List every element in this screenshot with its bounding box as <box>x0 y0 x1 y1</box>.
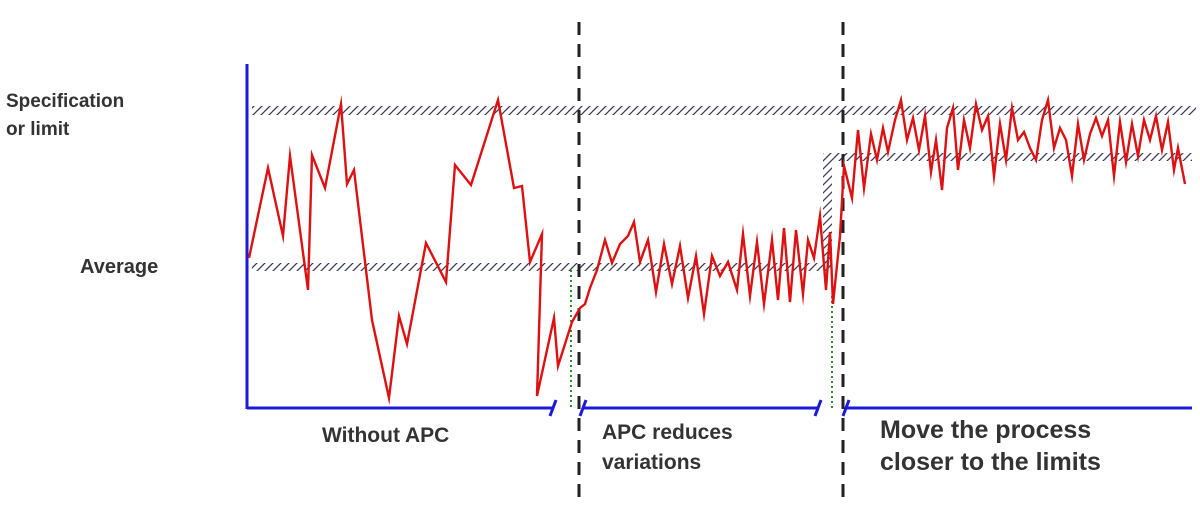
stage-label-line2: variations <box>602 451 702 474</box>
stage-label-line1: APC reduces <box>602 421 733 444</box>
process-signal-line <box>247 94 1187 406</box>
spec-limit-band <box>252 106 1196 115</box>
average-label: Average <box>80 256 159 278</box>
shifted-average-band <box>832 153 1192 161</box>
axis-break-tick <box>813 399 823 417</box>
axis-break-tick <box>548 399 558 417</box>
axis-break-tick <box>578 399 588 417</box>
spec-limit-label-line2: or limit <box>6 119 70 140</box>
stage-label-apc-reduces: APC reduces variations <box>602 418 733 478</box>
stage-label-line2: closer to the limits <box>880 448 1101 476</box>
stage-label-line1: Without APC <box>322 424 450 447</box>
stage-label-line1: Move the process <box>880 416 1092 444</box>
stage-label-without-apc: Without APC <box>322 424 449 448</box>
shift-transition-band <box>823 153 832 269</box>
axis-break-tick <box>841 399 851 417</box>
spec-limit-label-line1: Specification <box>6 91 125 112</box>
stage-label-move-process: Move the process closer to the limits <box>880 414 1101 478</box>
spec-limit-label: Specification or limit <box>6 88 124 144</box>
